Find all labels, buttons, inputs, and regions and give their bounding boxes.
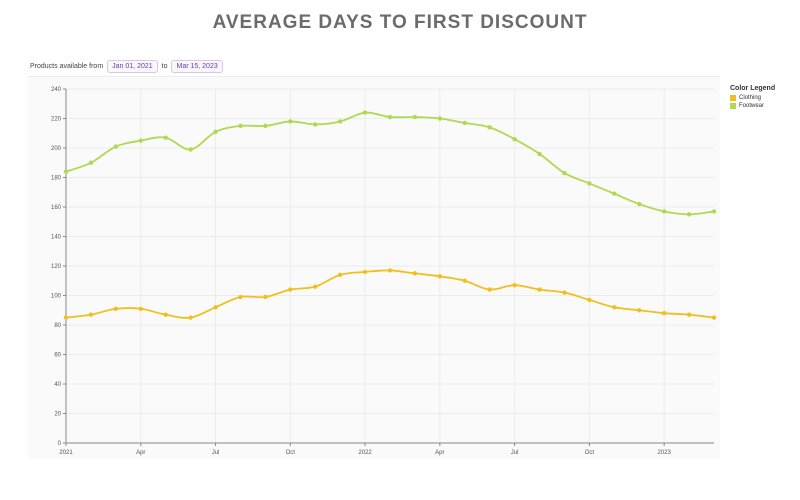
legend-swatch-clothing bbox=[730, 95, 736, 101]
chart-panel: 0 20 40 60 80 100 120 140 160 180 200 220 240 2021 Apr… bbox=[28, 76, 720, 459]
data-point-footwear bbox=[587, 181, 592, 186]
data-point-footwear bbox=[487, 125, 492, 130]
data-point-clothing bbox=[263, 294, 268, 300]
data-point-footwear bbox=[512, 136, 517, 142]
legend-label-footwear: Footwear bbox=[739, 103, 765, 109]
data-point-footwear bbox=[288, 119, 293, 124]
x-tick-label: Apr bbox=[136, 450, 145, 456]
y-tick-label: 220 bbox=[51, 117, 62, 123]
series-line-footwear bbox=[65, 111, 715, 216]
legend-item-footwear[interactable]: Footwear bbox=[730, 103, 775, 109]
data-point-footwear bbox=[337, 119, 343, 124]
filter-prefix-label: Products available from bbox=[30, 62, 104, 70]
data-point-footwear bbox=[562, 170, 567, 176]
data-point-footwear bbox=[362, 110, 368, 115]
x-tick-label: 2021 bbox=[59, 450, 73, 456]
data-point-footwear bbox=[437, 116, 443, 121]
x-tick-label: Oct bbox=[286, 450, 296, 456]
data-point-clothing bbox=[337, 272, 343, 278]
y-tick-label: 80 bbox=[54, 323, 61, 329]
data-point-footwear bbox=[387, 114, 393, 120]
data-point-clothing bbox=[288, 287, 293, 292]
data-point-footwear bbox=[612, 191, 617, 196]
data-point-footwear bbox=[661, 209, 667, 214]
legend-item-clothing[interactable]: Clothing bbox=[730, 95, 775, 101]
x-tick-label: Oct bbox=[585, 450, 595, 456]
x-tick-label: Jul bbox=[511, 450, 519, 456]
data-point-clothing bbox=[612, 305, 617, 310]
data-point-clothing bbox=[63, 315, 69, 320]
data-point-footwear bbox=[138, 138, 143, 143]
data-point-clothing bbox=[88, 312, 94, 317]
data-point-footwear bbox=[238, 123, 243, 129]
x-tick-label: Jul bbox=[212, 450, 220, 456]
data-point-clothing bbox=[587, 297, 592, 303]
data-point-footwear bbox=[188, 147, 193, 152]
data-point-footwear bbox=[686, 212, 692, 217]
data-point-footwear bbox=[88, 160, 94, 165]
data-point-clothing bbox=[387, 268, 393, 273]
data-point-clothing bbox=[462, 278, 467, 283]
data-point-clothing bbox=[412, 271, 418, 276]
data-point-footwear bbox=[537, 151, 542, 157]
series-line-clothing bbox=[65, 269, 715, 319]
data-point-clothing bbox=[711, 315, 717, 320]
legend-swatch-footwear bbox=[730, 103, 736, 109]
x-tick-label: 2023 bbox=[657, 450, 671, 456]
y-tick-label: 0 bbox=[58, 441, 62, 447]
data-point-footwear bbox=[313, 122, 318, 127]
data-point-footwear bbox=[163, 135, 168, 140]
data-point-footwear bbox=[412, 114, 418, 120]
data-point-clothing bbox=[213, 305, 218, 310]
filter-joiner-label: to bbox=[161, 62, 168, 70]
chart-title: AVERAGE DAYS TO FIRST DISCOUNT bbox=[212, 12, 588, 33]
y-tick-label: 40 bbox=[54, 382, 61, 388]
start-date-picker[interactable]: Jan 01, 2021 bbox=[107, 59, 158, 73]
y-tick-label: 120 bbox=[51, 264, 62, 270]
y-tick-label: 140 bbox=[51, 235, 62, 241]
data-point-footwear bbox=[711, 209, 717, 214]
data-point-clothing bbox=[163, 312, 168, 317]
color-legend: Color Legend Clothing Footwear bbox=[730, 85, 775, 111]
legend-label-clothing: Clothing bbox=[739, 95, 762, 101]
data-point-clothing bbox=[437, 274, 443, 279]
y-tick-label: 240 bbox=[51, 87, 62, 93]
data-point-clothing bbox=[113, 306, 119, 311]
date-range-filter: Products available from Jan 01, 2021 to … bbox=[30, 59, 223, 73]
data-point-clothing bbox=[537, 287, 542, 292]
data-point-clothing bbox=[562, 290, 567, 295]
x-tick-label: 2022 bbox=[358, 450, 372, 456]
y-tick-label: 60 bbox=[54, 353, 61, 359]
data-point-clothing bbox=[238, 294, 243, 300]
data-point-footwear bbox=[63, 169, 69, 174]
end-date-picker[interactable]: Mar 15, 2023 bbox=[171, 59, 223, 73]
line-chart: 0 20 40 60 80 100 120 140 160 180 200 220 240 2021 Apr… bbox=[51, 87, 717, 456]
data-point-clothing bbox=[512, 282, 517, 288]
data-point-footwear bbox=[462, 120, 467, 126]
data-point-footwear bbox=[263, 123, 268, 129]
y-tick-label: 160 bbox=[51, 205, 62, 211]
data-point-clothing bbox=[487, 287, 492, 292]
y-tick-label: 200 bbox=[51, 146, 62, 152]
data-point-clothing bbox=[313, 284, 318, 289]
y-tick-label: 20 bbox=[54, 412, 61, 418]
data-point-footwear bbox=[213, 129, 218, 134]
data-point-footwear bbox=[113, 144, 119, 149]
y-tick-label: 100 bbox=[51, 294, 62, 300]
data-point-footwear bbox=[637, 201, 642, 207]
data-point-clothing bbox=[637, 308, 642, 313]
data-point-clothing bbox=[188, 315, 193, 320]
data-point-clothing bbox=[661, 311, 667, 316]
data-point-clothing bbox=[686, 312, 692, 317]
y-tick-label: 180 bbox=[51, 176, 62, 182]
legend-title: Color Legend bbox=[730, 85, 776, 92]
data-point-clothing bbox=[138, 306, 143, 311]
data-point-clothing bbox=[362, 269, 368, 275]
x-tick-label: Apr bbox=[435, 450, 444, 456]
